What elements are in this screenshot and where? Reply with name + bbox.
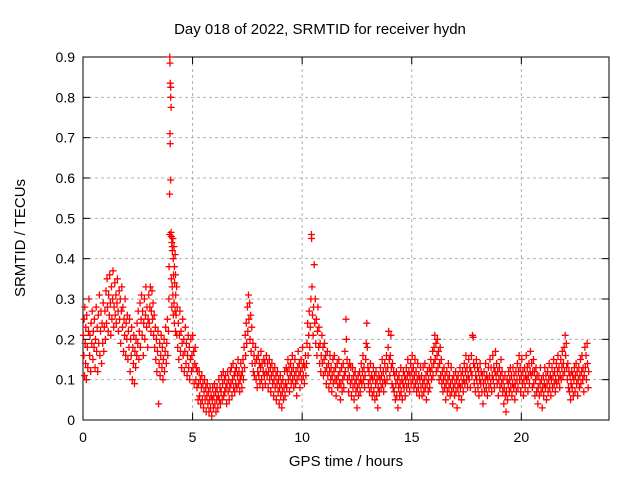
x-tick-label: 15 xyxy=(404,429,420,445)
y-tick-label: 0.7 xyxy=(56,130,76,146)
y-tick-label: 0.1 xyxy=(56,372,76,388)
scatter-marker-cloud xyxy=(79,53,593,420)
x-tick-label: 20 xyxy=(514,429,530,445)
data-points xyxy=(79,53,593,420)
y-tick-labels: 0 0.1 0.2 0.3 0.4 0.5 0.6 0.7 0.8 0.9 xyxy=(56,49,76,428)
chart-title: Day 018 of 2022, SRMTID for receiver hyd… xyxy=(174,21,466,38)
y-tick-label: 0.4 xyxy=(56,251,76,267)
y-tick-label: 0.6 xyxy=(56,170,76,186)
x-tick-labels: 0 5 10 15 20 xyxy=(79,429,529,445)
x-axis-label: GPS time / hours xyxy=(289,453,403,470)
plot-frame xyxy=(82,56,610,421)
y-tick-label: 0.3 xyxy=(56,291,76,307)
x-tick-label: 5 xyxy=(189,429,197,445)
y-tick-label: 0 xyxy=(67,412,75,428)
y-tick-label: 0.9 xyxy=(56,49,76,65)
y-tick-label: 0.8 xyxy=(56,89,76,105)
y-tick-label: 0.2 xyxy=(56,331,76,347)
y-tick-label: 0.5 xyxy=(56,210,76,226)
y-axis-label: SRMTID / TECUs xyxy=(12,179,29,297)
x-tick-label: 0 xyxy=(79,429,87,445)
x-tick-label: 10 xyxy=(294,429,310,445)
